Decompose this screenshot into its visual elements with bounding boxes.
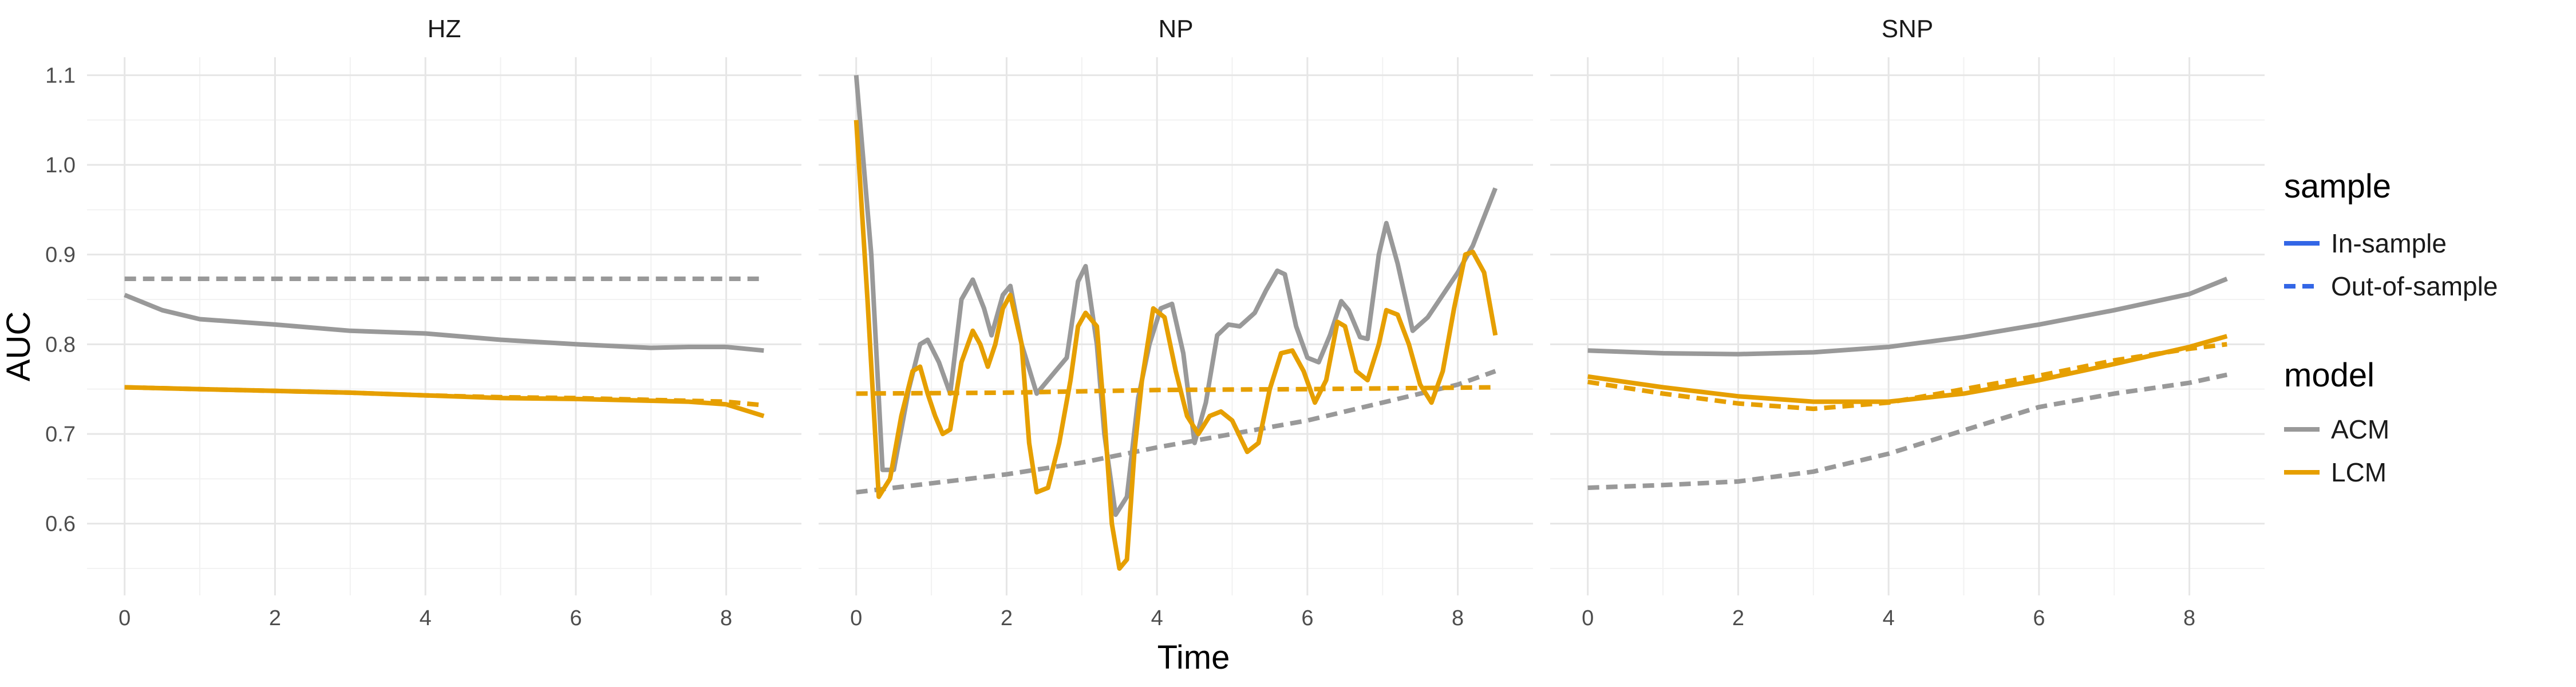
y-tick-label: 1.0 bbox=[45, 153, 76, 177]
series-acm-in-sample bbox=[124, 293, 764, 353]
legend-label: In-sample bbox=[2331, 228, 2447, 258]
x-tick-label: 2 bbox=[1732, 606, 1744, 630]
y-tick-label: 0.9 bbox=[45, 243, 76, 267]
x-tick-label: 0 bbox=[118, 606, 131, 630]
series-lcm-out-of-sample bbox=[124, 385, 764, 408]
x-tick-label: 2 bbox=[1001, 606, 1013, 630]
legend-label: LCM bbox=[2331, 457, 2387, 487]
y-tick-label: 0.6 bbox=[45, 512, 76, 536]
legend-label: ACM bbox=[2331, 414, 2389, 444]
x-tick-label: 6 bbox=[570, 606, 582, 630]
series-acm-out-of-sample bbox=[1587, 372, 2228, 490]
x-tick-label: 8 bbox=[2183, 606, 2195, 630]
series-lcm-out-of-sample bbox=[856, 385, 1496, 396]
y-tick-label: 1.1 bbox=[45, 64, 76, 88]
y-tick-label: 0.7 bbox=[45, 423, 76, 447]
x-tick-label: 2 bbox=[269, 606, 281, 630]
x-tick-label: 8 bbox=[1452, 606, 1464, 630]
series-acm-out-of-sample bbox=[856, 369, 1496, 495]
series-lcm-out-of-sample bbox=[1587, 342, 2227, 412]
x-tick-label: 8 bbox=[720, 606, 732, 630]
panel-snp: SNP 0 2 4 6 8 bbox=[1550, 15, 2265, 630]
x-tick-label: 0 bbox=[850, 606, 862, 630]
legend-title: sample bbox=[2284, 168, 2391, 205]
x-tick-label: 6 bbox=[2033, 606, 2045, 630]
x-tick-label: 6 bbox=[1301, 606, 1313, 630]
y-axis-title: AUC bbox=[0, 311, 37, 381]
panel-title: SNP bbox=[1882, 15, 1933, 43]
panel-title: HZ bbox=[428, 15, 461, 43]
series-acm-in-sample bbox=[854, 74, 1498, 517]
legend-label: Out-of-sample bbox=[2331, 271, 2498, 301]
x-tick-label: 4 bbox=[1151, 606, 1163, 630]
legend-title: model bbox=[2284, 357, 2374, 394]
panel-title: NP bbox=[1158, 15, 1193, 43]
x-tick-label: 0 bbox=[1582, 606, 1594, 630]
y-tick-label: 0.8 bbox=[45, 333, 76, 357]
panel-hz: HZ 0 2 4 6 8 bbox=[87, 15, 801, 630]
panel-np: NP 0 2 4 6 8 bbox=[819, 15, 1533, 630]
x-tick-label: 4 bbox=[420, 606, 432, 630]
x-axis-title: Time bbox=[1157, 639, 1230, 676]
series-lcm-in-sample bbox=[854, 120, 1498, 571]
legend-sample: sample In-sample Out-of-sample bbox=[2284, 168, 2498, 301]
legend-model: model ACM LCM bbox=[2284, 357, 2389, 487]
x-tick-label: 4 bbox=[1883, 606, 1895, 630]
series-acm-in-sample bbox=[1587, 277, 2228, 357]
